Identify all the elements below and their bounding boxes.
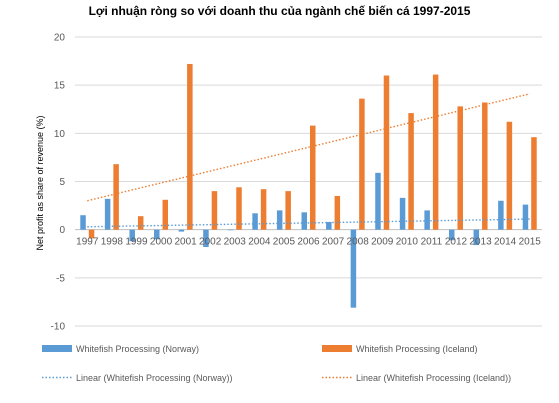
bar-norway — [375, 172, 381, 230]
bar-iceland — [334, 195, 341, 230]
bar-iceland — [285, 191, 291, 230]
legend-label: Linear (Whitefish Processing (Norway)) — [76, 373, 233, 383]
bar-norway — [178, 229, 185, 232]
bar-iceland — [137, 216, 144, 230]
legend-label: Whitefish Processing (Norway) — [76, 344, 199, 354]
bar-iceland — [187, 63, 193, 230]
bar-iceland — [113, 164, 119, 230]
bar-iceland — [408, 113, 414, 230]
bar-norway — [129, 229, 135, 242]
x-tick-labels: 1997 1998 1999 2000 2001 2002 2003 2004 2005 2006… — [76, 237, 541, 248]
trendline-norway — [87, 218, 530, 228]
bar-norway — [498, 200, 504, 230]
bar-iceland — [506, 121, 513, 230]
y-tick-label: 10 — [54, 129, 66, 140]
bar-norway — [424, 210, 430, 230]
bar-norway — [80, 215, 86, 230]
bar-norway — [301, 212, 307, 230]
bar-iceland — [162, 199, 169, 230]
x-tick-label: 1998 — [101, 237, 124, 248]
gridlines — [75, 36, 542, 327]
x-tick-label: 2001 — [174, 237, 197, 248]
y-tick-labels: -10 -5 0 5 10 15 20 — [51, 33, 66, 333]
legend: Whitefish Processing (Norway) Whitefish P… — [42, 344, 511, 383]
bar-norway — [473, 229, 480, 246]
x-tick-label: 2003 — [224, 237, 247, 248]
x-tick-label: 2009 — [371, 237, 394, 248]
bar-norway — [522, 204, 529, 230]
y-tick-label: 0 — [59, 225, 65, 236]
y-tick-label: 5 — [59, 177, 65, 188]
bar-iceland — [383, 75, 390, 230]
bar-norway — [227, 229, 234, 231]
bar-iceland — [88, 229, 95, 239]
legend-swatch — [322, 345, 352, 352]
bar-norway — [448, 229, 455, 241]
bars — [80, 63, 537, 308]
bar-iceland — [310, 125, 316, 230]
x-tick-label: 2006 — [297, 237, 320, 248]
chart-title: Lợi nhuận ròng so với doanh thu của ngàn… — [88, 4, 471, 18]
bar-norway — [276, 210, 283, 230]
x-tick-label: 2012 — [445, 237, 468, 248]
bar-norway — [399, 197, 406, 230]
bar-iceland — [359, 98, 365, 230]
y-tick-label: -10 — [51, 322, 66, 333]
x-tick-label: 2015 — [519, 237, 542, 248]
legend-swatch — [42, 345, 72, 352]
bar-norway — [203, 229, 209, 248]
y-tick-label: -5 — [56, 273, 65, 284]
bar-norway — [252, 213, 258, 230]
x-tick-label: 2010 — [396, 237, 419, 248]
trendlines — [87, 93, 530, 228]
bar-norway — [350, 229, 357, 308]
bar-norway — [154, 229, 160, 240]
x-tick-label: 2014 — [494, 237, 517, 248]
bar-norway — [326, 221, 332, 230]
x-tick-label: 2007 — [322, 237, 345, 248]
x-tick-label: 2008 — [347, 237, 370, 248]
legend-label: Whitefish Processing (Iceland) — [356, 344, 478, 354]
x-tick-label: 2013 — [469, 237, 492, 248]
bar-norway — [104, 198, 111, 230]
bar-iceland — [457, 106, 463, 230]
trendline-iceland — [87, 93, 530, 202]
bar-iceland — [260, 189, 267, 230]
x-tick-label: 2002 — [199, 237, 222, 248]
bar-iceland — [531, 137, 537, 230]
x-tick-label: 2004 — [248, 237, 271, 248]
bar-iceland — [211, 191, 218, 230]
x-tick-label: 2000 — [150, 237, 173, 248]
x-tick-label: 2005 — [273, 237, 296, 248]
x-tick-label: 2011 — [421, 237, 443, 248]
x-tick-label: 1999 — [125, 237, 148, 248]
bar-iceland — [482, 102, 488, 230]
bar-iceland — [432, 74, 439, 230]
x-tick-label: 1997 — [76, 237, 99, 248]
y-tick-label: 15 — [54, 81, 66, 92]
bar-iceland — [236, 187, 242, 230]
y-axis-label: Net profit as share of revenue (%) — [35, 115, 45, 250]
legend-label: Linear (Whitefish Processing (Iceland)) — [356, 373, 511, 383]
y-tick-label: 20 — [54, 33, 66, 44]
